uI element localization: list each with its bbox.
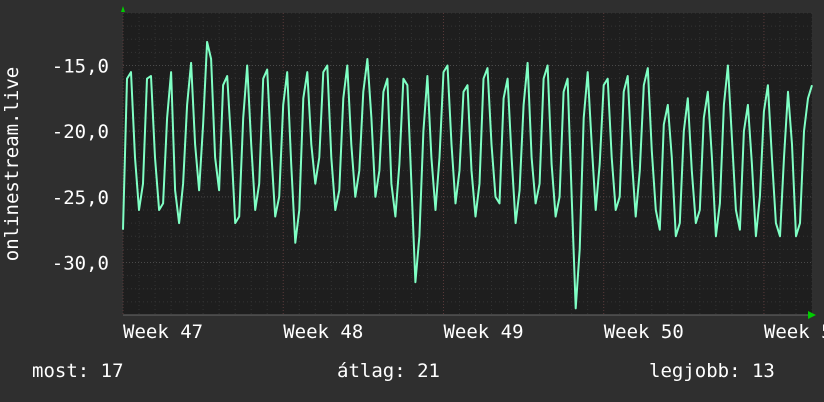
stats-bar: most: 17 átlag: 21 legjobb: 13 xyxy=(0,360,824,390)
y-axis-arrow-icon xyxy=(121,6,125,12)
x-tick-label: Week 50 xyxy=(604,321,684,343)
y-tick-label: -30,0 xyxy=(52,252,109,274)
best-value: legjobb: 13 xyxy=(649,360,775,382)
x-tick-label: Week 47 xyxy=(123,321,203,343)
current-value: most: 17 xyxy=(32,360,124,382)
average-value: átlag: 21 xyxy=(337,360,440,382)
y-tick-label: -25,0 xyxy=(52,187,109,209)
y-tick-label: -20,0 xyxy=(52,121,109,143)
x-tick-label: Week 48 xyxy=(283,321,363,343)
y-axis-label: onlinestream.live xyxy=(1,67,23,261)
x-tick-labels: Week 47 Week 48 Week 49 Week 50 Week 5 xyxy=(123,321,824,343)
y-tick-labels: -15,0 -20,0 -25,0 -30,0 xyxy=(52,56,109,275)
x-tick-label: Week 49 xyxy=(443,321,523,343)
x-axis-arrow-icon xyxy=(808,311,816,319)
y-tick-label: -15,0 xyxy=(52,56,109,78)
x-tick-label: Week 5 xyxy=(764,321,824,343)
plot-area xyxy=(123,13,812,315)
series-line xyxy=(122,40,813,310)
